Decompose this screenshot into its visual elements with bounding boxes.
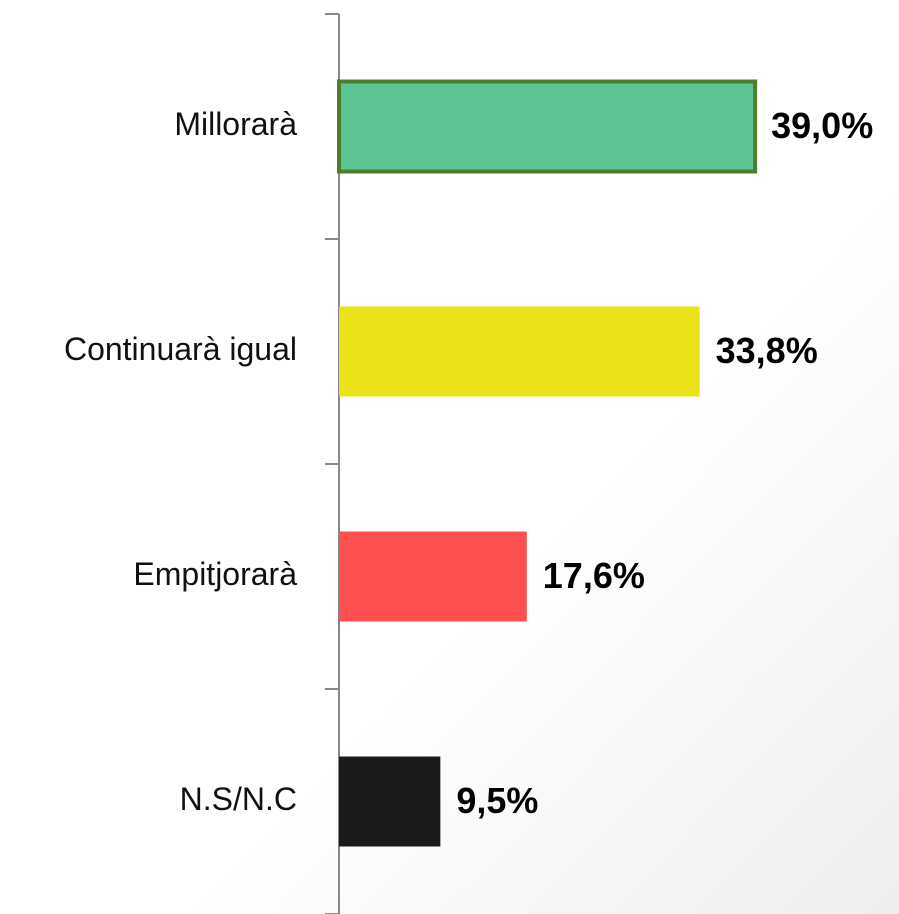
bar — [339, 306, 700, 397]
data-label: 17,6% — [543, 555, 645, 596]
bar — [339, 531, 527, 622]
category-label: Continuarà igual — [64, 331, 297, 367]
data-label: 9,5% — [456, 780, 538, 821]
bar — [337, 79, 758, 174]
category-label: N.S/N.C — [180, 781, 297, 817]
category-label: Empitjorarà — [133, 556, 297, 592]
data-label: 33,8% — [716, 330, 818, 371]
data-label: 39,0% — [771, 105, 873, 146]
category-label: Millorarà — [174, 106, 297, 142]
bar — [339, 756, 441, 847]
